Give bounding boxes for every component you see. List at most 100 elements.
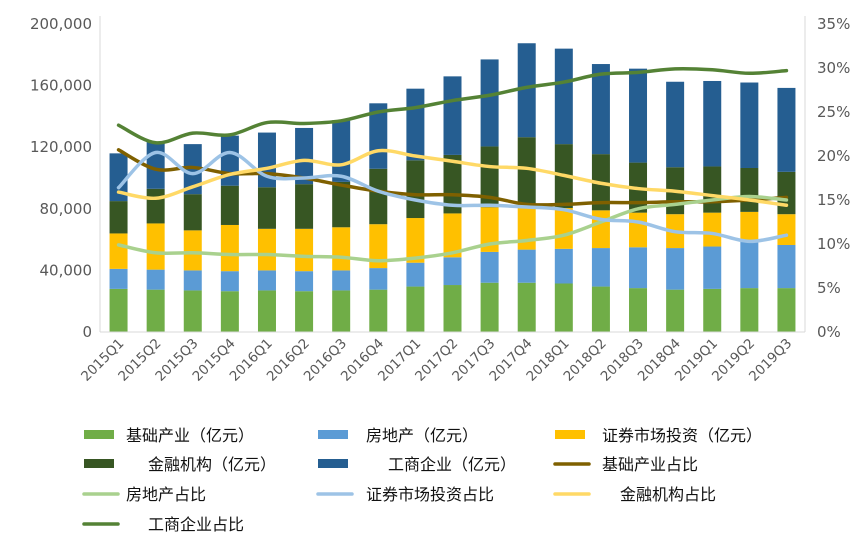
bar-segment xyxy=(517,43,536,138)
bar-segment xyxy=(332,270,351,291)
bar-segment xyxy=(109,153,128,202)
lines-layer xyxy=(116,66,789,263)
bar-segment xyxy=(517,137,536,207)
legend-label: 基础产业（亿元） xyxy=(126,426,254,445)
legend-label: 房地产占比 xyxy=(126,485,206,504)
bar-segment xyxy=(517,282,536,332)
bar-segment xyxy=(220,224,239,272)
bar-segment xyxy=(740,241,759,289)
bar-segment xyxy=(703,288,722,332)
bar-segment xyxy=(591,248,610,287)
bar-segment xyxy=(406,88,425,161)
bar-segment xyxy=(629,68,648,163)
y-right-tick-label: 5% xyxy=(817,279,841,297)
series-line xyxy=(116,66,789,145)
legend-label: 证券市场投资（亿元） xyxy=(602,426,762,445)
series-line xyxy=(116,194,789,263)
bar-segment xyxy=(332,227,351,271)
bar-segment xyxy=(109,233,128,269)
bar-segment xyxy=(777,288,796,332)
bar-segment xyxy=(295,127,314,185)
bar-segment xyxy=(517,249,536,283)
y-right-tick-label: 15% xyxy=(817,191,850,209)
bar-segment xyxy=(740,167,759,212)
bar-segment xyxy=(146,269,165,290)
bar-segment xyxy=(406,160,425,219)
bar-segment xyxy=(777,244,796,289)
bar-segment xyxy=(554,208,573,249)
bar-segment xyxy=(406,218,425,263)
bar-segment xyxy=(703,80,722,167)
bar-segment xyxy=(629,212,648,248)
bar-segment xyxy=(740,211,759,242)
bar-segment xyxy=(777,87,796,172)
bar-segment xyxy=(703,212,722,247)
legend-label: 基础产业占比 xyxy=(602,455,698,474)
bar-segment xyxy=(703,166,722,213)
legend-label: 金融机构占比 xyxy=(620,485,716,504)
bar-segment xyxy=(554,48,573,145)
bar-segment xyxy=(740,288,759,332)
y-tick-label: 80,000 xyxy=(40,200,93,218)
y-right-tick-label: 20% xyxy=(817,147,850,165)
legend-label: 工商企业（亿元） xyxy=(388,455,516,474)
y-right-tick-label: 10% xyxy=(817,235,850,253)
bar-segment xyxy=(257,270,276,291)
bar-segment xyxy=(220,291,239,332)
bar-segment xyxy=(480,251,499,283)
bar-segment xyxy=(443,76,462,155)
y-tick-label: 40,000 xyxy=(40,261,93,279)
legend-swatch xyxy=(318,459,348,468)
y-right-tick-label: 35% xyxy=(817,15,850,33)
bar-segment xyxy=(369,224,388,269)
bar-segment xyxy=(109,288,128,332)
bar-segment xyxy=(183,194,202,231)
bar-segment xyxy=(480,282,499,332)
y-tick-label: 200,000 xyxy=(30,15,92,33)
bar-segment xyxy=(666,248,685,290)
y-right-tick-label: 30% xyxy=(817,59,850,77)
bar-segment xyxy=(257,187,276,229)
legend-swatch xyxy=(84,430,114,439)
legend-label: 证券市场投资占比 xyxy=(366,485,494,504)
bars-layer xyxy=(109,43,796,332)
bar-segment xyxy=(146,223,165,270)
y-tick-label: 120,000 xyxy=(30,138,92,156)
bar-segment xyxy=(443,213,462,258)
bar-segment xyxy=(332,290,351,332)
bar-segment xyxy=(220,185,239,225)
y-right-tick-label: 0% xyxy=(817,323,841,341)
bar-segment xyxy=(406,262,425,287)
bar-segment xyxy=(183,270,202,291)
bar-segment xyxy=(629,247,648,289)
bar-segment xyxy=(146,289,165,332)
bar-segment xyxy=(146,188,165,224)
bar-segment xyxy=(220,271,239,292)
bar-segment xyxy=(369,268,388,290)
bar-segment xyxy=(295,228,314,272)
bar-segment xyxy=(109,201,128,234)
y-right-tick-label: 25% xyxy=(817,103,850,121)
bar-segment xyxy=(257,290,276,332)
legend-swatch xyxy=(555,430,585,439)
bar-segment xyxy=(369,289,388,332)
bar-segment xyxy=(295,184,314,229)
bar-segment xyxy=(554,248,573,284)
y-tick-label: 0 xyxy=(82,323,92,341)
bar-segment xyxy=(480,207,499,252)
bar-segment xyxy=(480,146,499,208)
bar-segment xyxy=(443,285,462,332)
bar-segment xyxy=(257,228,276,271)
bar-segment xyxy=(777,171,796,215)
bar-segment xyxy=(220,135,239,186)
bar-segment xyxy=(443,257,462,286)
bar-segment xyxy=(629,288,648,332)
bar-segment xyxy=(591,210,610,249)
bar-segment xyxy=(517,206,536,250)
bar-segment xyxy=(109,268,128,289)
y-tick-label: 160,000 xyxy=(30,77,92,95)
legend-label: 房地产（亿元） xyxy=(366,426,478,445)
legend-swatch xyxy=(318,430,348,439)
